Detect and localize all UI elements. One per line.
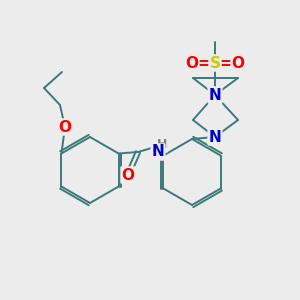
Text: O: O bbox=[185, 56, 199, 70]
Text: H: H bbox=[157, 139, 167, 152]
Text: S: S bbox=[209, 56, 220, 70]
Text: N: N bbox=[208, 130, 221, 145]
Text: N: N bbox=[152, 145, 164, 160]
Text: O: O bbox=[122, 167, 134, 182]
Text: O: O bbox=[232, 56, 244, 70]
Text: O: O bbox=[58, 119, 71, 134]
Text: N: N bbox=[208, 88, 221, 103]
